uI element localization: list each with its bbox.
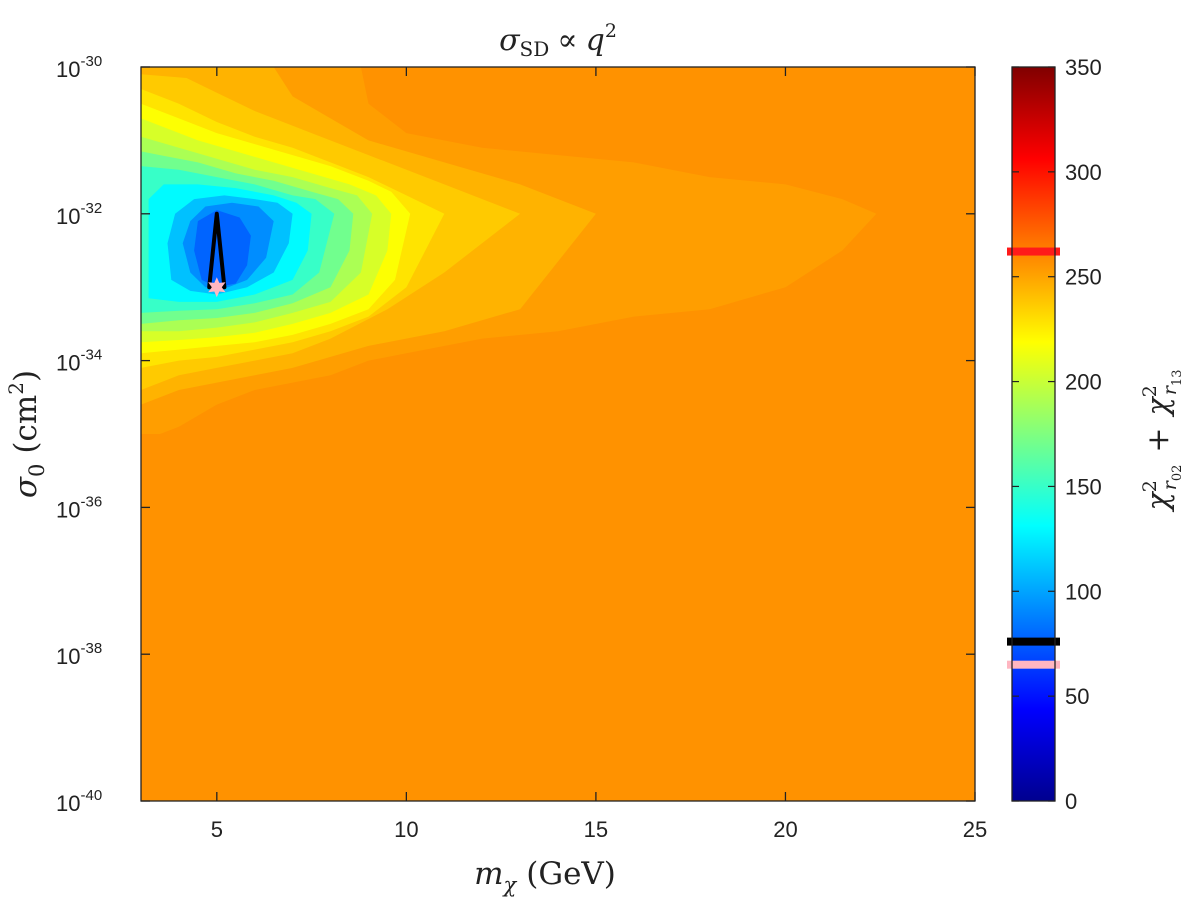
y-axis-ticks: 10-30 10-32 10-34 10-36 10-38 10-40 xyxy=(56,53,975,816)
colorbar-threshold-marker xyxy=(1007,247,1060,256)
colorbar-threshold-marker xyxy=(1007,637,1060,646)
colorbar-tick-label: 150 xyxy=(1065,474,1102,499)
colorbar-tick-label: 250 xyxy=(1065,265,1102,290)
colorbar-tick-label: 200 xyxy=(1065,370,1102,395)
minimum-star-marker xyxy=(208,277,226,298)
x-axis-ticks: 5 10 15 20 25 xyxy=(211,67,987,842)
plot-area: 5 10 15 20 25 10-30 10-32 10-34 10-36 10-38 10-40 xyxy=(56,53,987,842)
contour-region-12 xyxy=(194,210,251,288)
colorbar-gradient xyxy=(1012,67,1055,801)
contour-fill-group xyxy=(141,67,877,434)
colorbar-frame xyxy=(1011,66,1056,802)
y-tick-label: 10-34 xyxy=(56,347,102,376)
y-tick-label: 10-32 xyxy=(56,200,102,229)
x-tick-label: 25 xyxy=(963,817,987,842)
y-tick-label: 10-30 xyxy=(56,53,102,82)
colorbar-ticks: 0 50 100 150 200 250 300 350 xyxy=(1012,55,1102,814)
plot-frame xyxy=(140,66,976,802)
colorbar: 0 50 100 150 200 250 300 350 xyxy=(1007,55,1102,814)
colorbar-tick-label: 350 xyxy=(1065,55,1102,80)
x-axis-label: mχ (GeV) xyxy=(474,856,616,897)
y-axis-label: σ0(cm2) xyxy=(4,370,49,498)
y-tick-label: 10-40 xyxy=(56,787,102,816)
colorbar-tick-label: 0 xyxy=(1065,789,1077,814)
colorbar-tick-label: 50 xyxy=(1065,684,1089,709)
y-tick-label: 10-38 xyxy=(56,640,102,669)
x-tick-label: 20 xyxy=(773,817,797,842)
x-tick-label: 15 xyxy=(584,817,608,842)
contour-overlay-group xyxy=(207,211,227,298)
colorbar-threshold-marker xyxy=(1007,660,1060,669)
y-tick-label: 10-36 xyxy=(56,493,102,522)
colorbar-label: χ2r02+χ2r13 xyxy=(1139,370,1185,513)
chart-title: σSD ∝ q2 xyxy=(499,20,617,61)
colorbar-tick-label: 100 xyxy=(1065,579,1102,604)
colorbar-tick-label: 300 xyxy=(1065,160,1102,185)
x-tick-label: 10 xyxy=(394,817,418,842)
x-tick-label: 5 xyxy=(211,817,223,842)
colorbar-markers xyxy=(1007,247,1060,669)
